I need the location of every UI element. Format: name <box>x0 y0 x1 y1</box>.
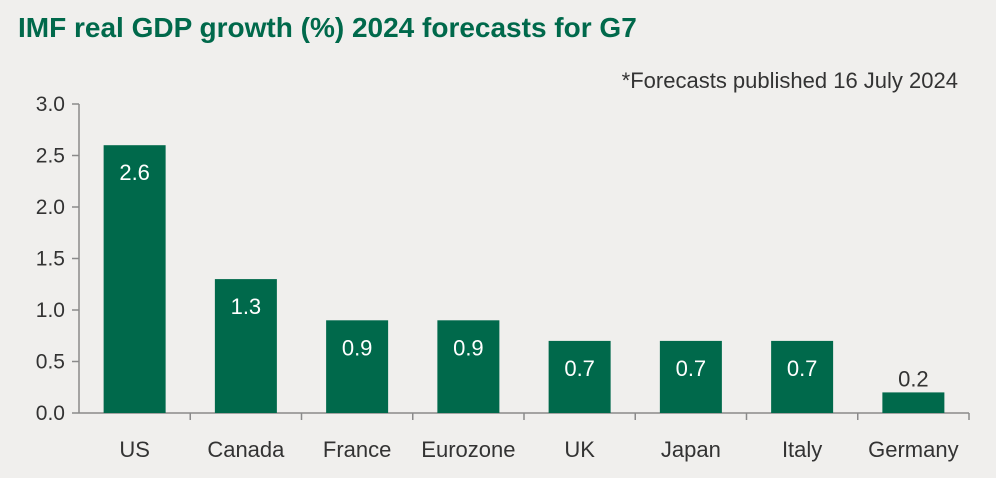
data-label: 0.7 <box>564 356 595 381</box>
x-tick-label: UK <box>564 437 595 462</box>
y-tick-label: 3.0 <box>36 93 65 116</box>
bar-france <box>326 320 389 413</box>
bar-germany <box>882 392 945 413</box>
bar-japan <box>659 340 722 413</box>
chart-subtitle: *Forecasts published 16 July 2024 <box>621 68 958 93</box>
y-tick-label: 0.0 <box>36 402 65 425</box>
chart-title: IMF real GDP growth (%) 2024 forecasts f… <box>18 12 637 43</box>
bars <box>103 145 945 413</box>
y-tick-label: 0.5 <box>36 351 65 374</box>
data-label: 0.7 <box>676 356 707 381</box>
y-tick-label: 2.0 <box>36 196 65 219</box>
x-tick-label: Italy <box>782 437 822 462</box>
data-label: 0.9 <box>342 335 373 360</box>
data-label: 0.2 <box>898 366 929 391</box>
x-tick-label: Japan <box>661 437 721 462</box>
y-tick-label: 2.5 <box>36 145 65 168</box>
data-label: 1.3 <box>231 294 262 319</box>
y-tick-label: 1.0 <box>36 299 65 322</box>
y-axis: 0.0 0.5 1.0 1.5 2.0 2.5 3.0 <box>36 93 80 425</box>
data-label: 0.9 <box>453 335 484 360</box>
bar-canada <box>214 279 277 413</box>
data-label: 0.7 <box>787 356 818 381</box>
x-tick-label: France <box>323 437 391 462</box>
bar-us <box>103 145 166 413</box>
x-tick-label: US <box>119 437 150 462</box>
data-labels: 2.6 1.3 0.9 0.9 0.7 0.7 0.7 0.2 <box>119 160 928 391</box>
x-tick-label: Canada <box>207 437 285 462</box>
x-axis: US Canada France Eurozone UK Japan Italy German… <box>79 412 970 462</box>
x-tick-label: Eurozone <box>421 437 515 462</box>
bar-eurozone <box>437 320 500 413</box>
bar-italy <box>771 340 834 413</box>
y-tick-label: 1.5 <box>36 248 65 271</box>
data-label: 2.6 <box>119 160 150 185</box>
bar-uk <box>548 340 611 413</box>
x-tick-label: Germany <box>868 437 958 462</box>
